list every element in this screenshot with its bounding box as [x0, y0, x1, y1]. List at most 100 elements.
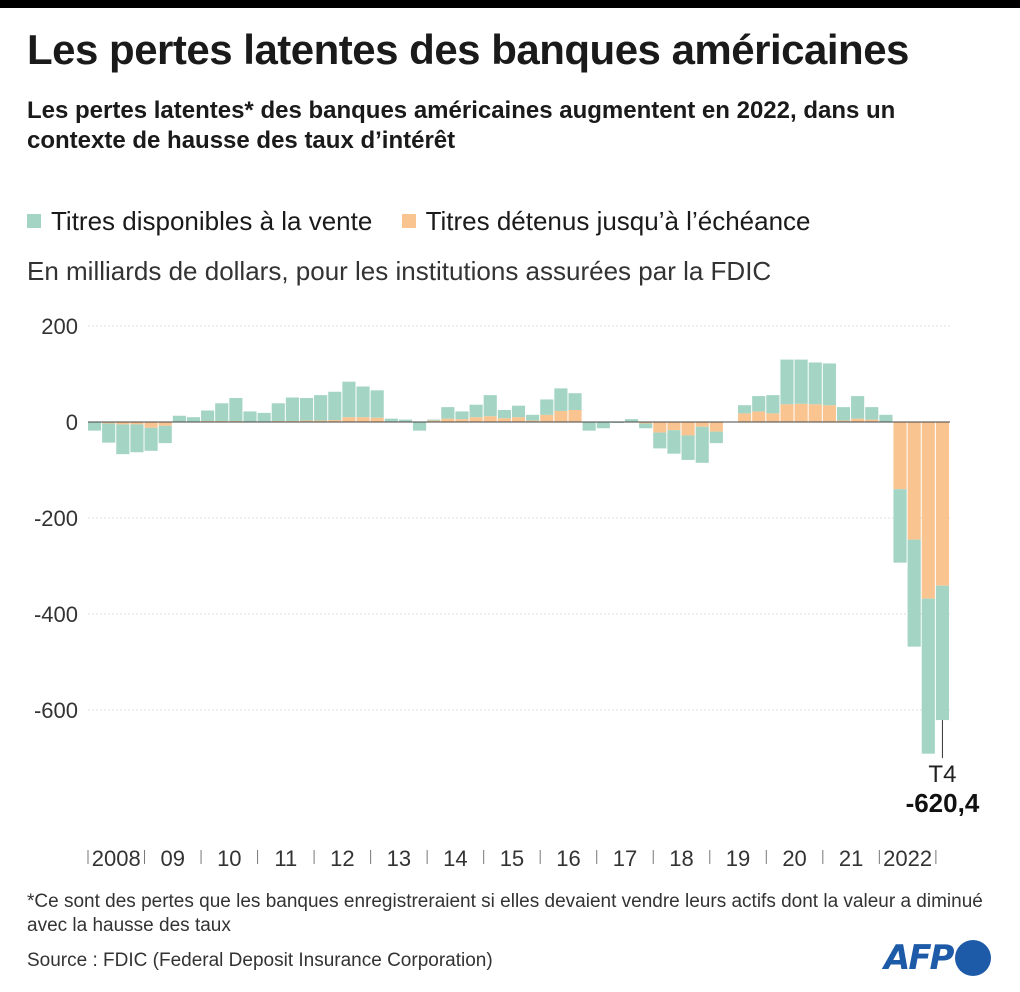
- afp-logo: AFP: [884, 938, 992, 978]
- x-year-label: 19: [726, 846, 750, 871]
- bar-afs: [172, 415, 186, 422]
- x-year-label: 18: [669, 846, 693, 871]
- x-year-label: 13: [387, 846, 411, 871]
- bar-htm: [780, 404, 794, 422]
- bar-htm: [497, 418, 511, 422]
- bar-afs: [596, 422, 610, 429]
- bar-afs: [88, 422, 102, 431]
- bar-afs: [865, 407, 879, 420]
- bar-afs: [356, 386, 370, 418]
- bar-htm: [568, 410, 582, 422]
- bar-htm: [511, 417, 526, 422]
- x-year-label: 09: [161, 846, 185, 871]
- top-rule: [0, 0, 1020, 8]
- bar-afs: [130, 424, 144, 453]
- bar-htm: [935, 422, 949, 586]
- bar-afs: [328, 391, 342, 421]
- legend-swatch-htm: [401, 214, 416, 228]
- bar-htm: [907, 422, 921, 540]
- bar-afs: [709, 431, 723, 444]
- bar-afs: [836, 407, 851, 421]
- annotation-value-label: -620,4: [906, 788, 980, 818]
- bar-htm: [540, 414, 554, 422]
- bar-afs: [229, 398, 243, 422]
- bar-afs: [483, 395, 497, 417]
- x-year-label: 15: [500, 846, 524, 871]
- bar-afs: [808, 362, 822, 405]
- bar-htm: [554, 410, 568, 422]
- annotation-quarter-label: T4: [928, 761, 956, 788]
- bar-htm: [299, 420, 314, 422]
- bar-htm: [667, 422, 681, 431]
- bar-afs: [822, 363, 836, 406]
- x-year-label: 2008: [92, 846, 141, 871]
- bar-afs: [935, 585, 949, 721]
- x-year-label: 16: [556, 846, 580, 871]
- x-year-label: 10: [217, 846, 241, 871]
- y-tick-label: -600: [34, 698, 78, 723]
- bar-afs: [497, 410, 511, 419]
- bar-htm: [455, 419, 469, 422]
- bar-afs: [695, 426, 709, 463]
- bar-afs: [879, 414, 893, 422]
- bar-afs: [186, 417, 201, 422]
- x-year-label: 20: [782, 846, 806, 871]
- bar-htm: [738, 413, 752, 422]
- y-tick-label: -200: [34, 506, 78, 531]
- bar-htm: [766, 413, 780, 422]
- bar-afs: [893, 489, 907, 563]
- afp-logo-dot: [955, 940, 992, 976]
- bar-htm: [469, 417, 483, 422]
- x-year-label: 17: [613, 846, 637, 871]
- bar-afs: [681, 435, 695, 460]
- bar-afs: [314, 395, 328, 421]
- bar-htm: [144, 422, 158, 428]
- bar-htm: [328, 420, 342, 422]
- bar-afs: [780, 359, 794, 405]
- legend-label-afs: Titres disponibles à la vente: [51, 205, 373, 236]
- bar-htm: [483, 416, 497, 422]
- bar-afs: [342, 381, 356, 418]
- legend-item-afs: Titres disponibles à la vente: [27, 206, 372, 237]
- subtitle: Les pertes latentes* des banques américa…: [27, 97, 896, 154]
- x-year-label: 2022: [883, 846, 932, 871]
- bar-afs: [752, 396, 766, 412]
- bar-htm: [158, 422, 172, 426]
- unit-note: En milliards de dollars, pour les instit…: [27, 256, 772, 286]
- bar-htm: [794, 403, 808, 422]
- bar-htm: [851, 418, 865, 422]
- x-year-label: 11: [274, 846, 297, 871]
- bar-htm: [102, 422, 116, 424]
- bar-afs: [794, 359, 808, 404]
- bar-afs: [624, 419, 639, 422]
- bar-afs: [370, 390, 384, 418]
- bar-htm: [130, 422, 144, 425]
- bar-htm: [681, 422, 695, 436]
- bar-afs: [851, 396, 865, 419]
- bar-afs: [455, 411, 469, 420]
- bar-htm: [709, 422, 723, 432]
- x-year-label: 14: [443, 846, 467, 871]
- bar-afs: [441, 407, 455, 419]
- bar-afs: [144, 427, 158, 451]
- bar-afs: [384, 418, 398, 422]
- bar-afs: [243, 411, 257, 422]
- bar-htm: [893, 422, 907, 490]
- bar-afs: [299, 398, 314, 421]
- bar-afs: [201, 410, 215, 422]
- bar-afs: [215, 403, 229, 422]
- bar-afs: [568, 393, 582, 410]
- bar-afs: [102, 423, 116, 443]
- bar-htm: [314, 420, 328, 422]
- bar-afs: [540, 399, 554, 415]
- bar-htm: [356, 417, 370, 422]
- bar-afs: [639, 423, 653, 429]
- bar-afs: [271, 403, 285, 422]
- bar-afs: [427, 419, 441, 421]
- page-title: Les pertes latentes des banques américai…: [27, 26, 909, 73]
- bar-afs: [667, 430, 681, 454]
- bar-htm: [921, 422, 935, 599]
- y-tick-label: -400: [34, 602, 78, 627]
- bar-afs: [398, 419, 413, 422]
- bar-htm: [639, 422, 653, 424]
